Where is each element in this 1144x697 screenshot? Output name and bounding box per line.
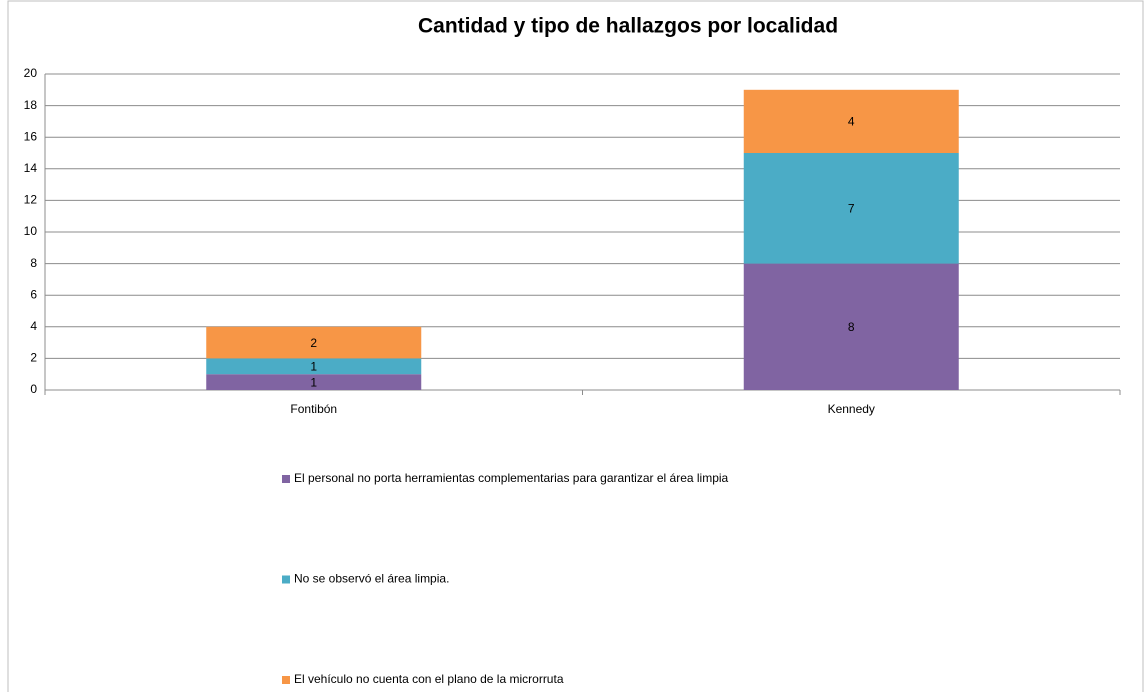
- legend-label: No se observó el área limpia.: [294, 572, 449, 586]
- legend-label: El personal no porta herramientas comple…: [294, 471, 729, 485]
- bar-segment: [206, 358, 422, 375]
- data-label: 8: [848, 320, 855, 334]
- y-tick-label: 20: [24, 66, 38, 80]
- data-label: 1: [310, 359, 317, 373]
- y-tick-label: 6: [30, 287, 37, 301]
- y-tick-label: 2: [30, 351, 37, 365]
- data-label: 2: [310, 336, 317, 350]
- chart-frame: [7, 0, 1144, 697]
- x-tick-label: Kennedy: [828, 402, 875, 416]
- y-tick-label: 4: [30, 319, 37, 333]
- legend-swatch: [282, 475, 290, 483]
- bar-segment: [206, 374, 422, 390]
- chart-title: Cantidad y tipo de hallazgos por localid…: [418, 15, 838, 38]
- x-tick-label: Fontibón: [290, 402, 337, 416]
- y-tick-label: 16: [24, 129, 38, 143]
- bar-segment: [743, 153, 959, 264]
- y-tick-label: 10: [24, 224, 38, 238]
- legend-swatch: [282, 676, 290, 684]
- y-tick-label: 14: [24, 161, 38, 175]
- data-label: 1: [310, 375, 317, 389]
- bar-segment: [743, 89, 959, 153]
- y-tick-label: 8: [30, 256, 37, 270]
- y-tick-label: 12: [24, 193, 38, 207]
- legend-swatch: [282, 575, 290, 584]
- data-label: 7: [848, 201, 855, 215]
- data-label: 4: [848, 115, 855, 129]
- bar-segment: [743, 263, 959, 390]
- legend-label: El vehículo no cuenta con el plano de la…: [294, 672, 564, 686]
- bar-segment: [206, 326, 422, 359]
- y-tick-label: 18: [24, 98, 38, 112]
- y-tick-label: 0: [30, 382, 37, 396]
